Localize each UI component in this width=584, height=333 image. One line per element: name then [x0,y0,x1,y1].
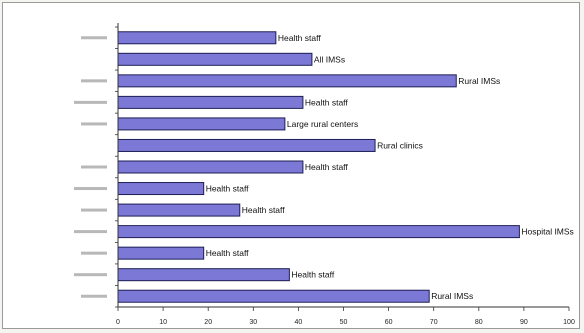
category-label-mark [74,187,107,191]
bar-label: Health staff [242,205,285,215]
category-label-mark [81,36,107,40]
x-tick-label: 70 [430,319,438,326]
bar-label: Health staff [291,270,334,280]
bar-label: Health staff [305,162,348,172]
bar-label: Rural clinics [377,140,423,150]
x-tick-label: 100 [563,319,575,326]
bar-label: Health staff [305,97,348,107]
category-label-mark [81,122,107,126]
category-label-mark [81,294,107,298]
x-tick-label: 0 [116,319,120,326]
chart-figure: Health staff All IMSs Rural IMSs Health sta… [2,2,580,329]
category-label-mark [81,251,107,255]
bar [117,31,277,45]
bar [117,225,520,239]
bar [117,74,457,88]
bar [117,268,290,282]
category-label-mark [74,230,107,234]
bar [117,95,304,109]
x-tick-label: 50 [340,319,348,326]
x-tick-label: 60 [385,319,393,326]
bar-labels: Health staff All IMSs Rural IMSs Health sta… [206,33,574,301]
bar-label: Health staff [206,184,249,194]
x-tick-label: 30 [249,319,257,326]
x-tick-label: 80 [475,319,483,326]
bar-label: Hospital IMSs [521,227,573,237]
bar [117,52,313,66]
x-tick-label: 20 [204,319,212,326]
x-tick-label: 90 [520,319,528,326]
bar [117,203,241,217]
category-label-mark [81,79,107,83]
bar-label: Rural IMSs [458,76,500,86]
x-tick-label: 40 [295,319,303,326]
bar [117,289,430,303]
bar [117,182,205,196]
category-label-mark [74,273,107,277]
bar-label: Health staff [206,248,249,258]
bar [117,117,286,131]
bar-label: All IMSs [314,54,345,64]
category-label-mark [81,165,107,169]
category-label-mark [81,208,107,212]
bar [117,138,376,152]
bar-label: Health staff [278,33,321,43]
category-label-mark [74,100,107,104]
category-labels [74,36,107,298]
x-axis: 0 10 20 30 40 50 60 70 80 90 100 [115,23,575,326]
bar-label: Rural IMSs [431,291,473,301]
bar-label: Large rural centers [287,119,358,129]
bar [117,246,205,260]
bar-chart: Health staff All IMSs Rural IMSs Health sta… [74,23,575,326]
bar [117,160,304,174]
x-tick-label: 10 [159,319,167,326]
